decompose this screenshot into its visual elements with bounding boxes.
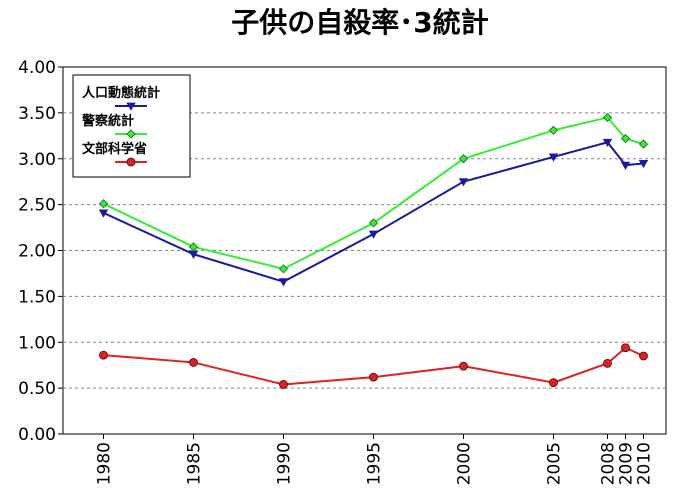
y-tick-label: 3.00 xyxy=(18,150,56,170)
y-tick-label: 2.00 xyxy=(18,242,56,262)
legend-label: 警察統計 xyxy=(82,113,134,129)
data-point xyxy=(548,125,559,135)
x-tick-label: 2010 xyxy=(635,442,655,485)
data-point xyxy=(458,178,469,187)
x-tick-label: 1980 xyxy=(95,442,115,485)
chart-title: 子供の自殺率･3統計 xyxy=(231,6,488,39)
y-tick-label: 0.50 xyxy=(18,379,56,399)
x-tick-label: 1985 xyxy=(185,442,205,485)
data-point xyxy=(188,242,199,252)
y-tick-label: 3.50 xyxy=(18,104,56,124)
data-point xyxy=(368,230,379,239)
series-group xyxy=(98,112,649,389)
y-tick-label: 0.00 xyxy=(18,425,56,445)
data-point xyxy=(98,199,109,209)
data-point xyxy=(638,139,649,149)
legend-marker xyxy=(126,157,136,167)
data-point xyxy=(549,378,558,388)
data-point xyxy=(638,159,649,169)
x-tick-label: 1990 xyxy=(275,442,295,485)
legend-label: 人口動態統計 xyxy=(82,85,160,101)
legend-marker xyxy=(126,102,136,111)
data-point xyxy=(99,350,108,360)
x-tick-label: 2000 xyxy=(455,442,475,485)
y-tick-label: 4.00 xyxy=(18,58,56,78)
legend-label: 文部科学省 xyxy=(82,141,147,157)
data-point xyxy=(620,161,631,170)
data-point xyxy=(602,138,613,148)
data-point xyxy=(620,133,631,144)
data-point xyxy=(189,358,198,367)
data-point xyxy=(98,209,109,218)
data-point xyxy=(368,218,379,228)
y-tick-label: 1.00 xyxy=(18,333,56,353)
y-tick-label: 2.50 xyxy=(18,196,56,216)
data-point xyxy=(548,153,559,162)
data-point xyxy=(279,380,288,389)
data-point xyxy=(639,351,648,361)
data-point xyxy=(369,372,378,382)
data-point xyxy=(278,278,289,287)
series-2 xyxy=(98,112,649,274)
x-tick-label: 2005 xyxy=(545,442,565,485)
x-tick-label: 2008 xyxy=(599,442,619,485)
x-tick-label: 2009 xyxy=(617,442,637,485)
y-tick-label: 1.50 xyxy=(18,287,56,307)
gridlines xyxy=(63,112,666,389)
series-3 xyxy=(99,343,648,389)
data-point xyxy=(459,361,468,371)
data-point xyxy=(458,154,469,164)
data-point xyxy=(602,112,613,123)
legend-marker xyxy=(126,129,136,139)
data-point xyxy=(621,343,630,353)
x-tick-label: 1995 xyxy=(365,442,385,485)
data-point xyxy=(603,358,612,368)
data-point xyxy=(278,264,289,274)
y-axis-ticks: 0.00 0.50 1.00 1.50 2.00 2.50 3.00 3.50 4.00 xyxy=(18,58,63,445)
